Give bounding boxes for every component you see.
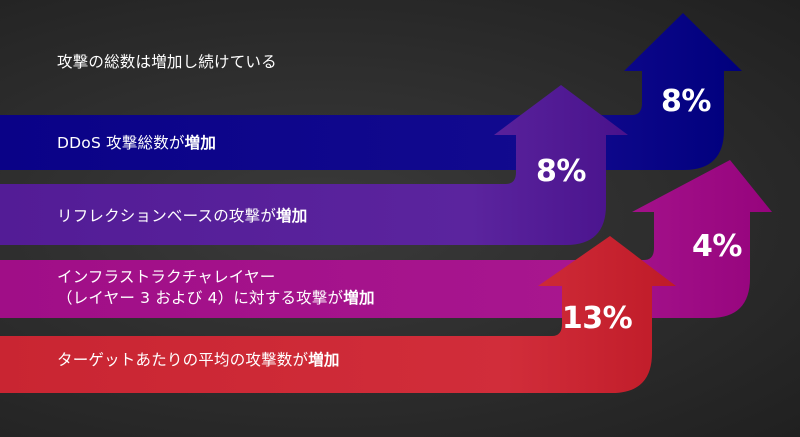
bar-label-ddos: DDoS 攻撃総数が増加 xyxy=(57,134,217,152)
value-label-reflection: 8% xyxy=(536,154,586,189)
value-label-infrastructure: 4% xyxy=(692,229,742,264)
bar-label-infrastructure: インフラストラクチャレイヤー （レイヤー 3 および 4）に対する攻撃が増加 xyxy=(57,268,375,307)
value-label-ddos: 8% xyxy=(661,84,711,119)
bar-label-average-per-target: ターゲットあたりの平均の攻撃数が増加 xyxy=(57,351,340,369)
bar-label-reflection: リフレクションベースの攻撃が増加 xyxy=(57,207,308,225)
value-label-average-per-target: 13% xyxy=(561,301,633,336)
arrow-bar-average-per-target xyxy=(0,236,676,393)
arrow-bar-reflection xyxy=(0,85,628,245)
headline: 攻撃の総数は増加し続けている xyxy=(57,53,277,71)
